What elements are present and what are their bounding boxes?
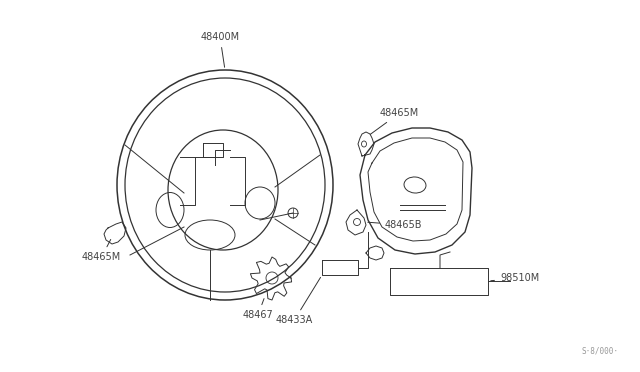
Text: 98510M: 98510M — [491, 273, 540, 283]
Text: 48465B: 48465B — [368, 220, 422, 230]
Text: 48465M: 48465M — [82, 240, 121, 262]
Text: 48400M: 48400M — [200, 32, 239, 67]
Text: 48467: 48467 — [243, 299, 273, 320]
Text: S·8/000·: S·8/000· — [581, 346, 618, 355]
Text: 48465M: 48465M — [371, 108, 419, 134]
Text: 48433A: 48433A — [276, 278, 321, 325]
